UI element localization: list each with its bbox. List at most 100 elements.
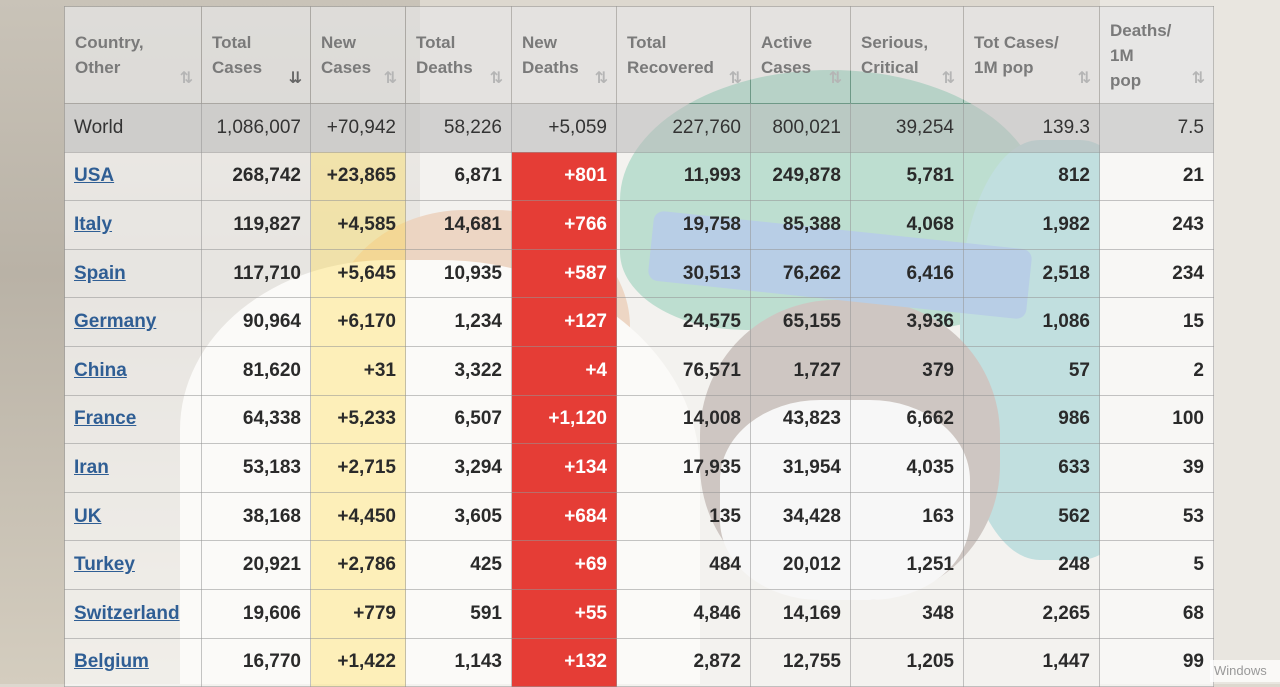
table-header-row: Country, Other ⇅ Total Cases ⇊ New Cases ⇅ Tot… (64, 6, 1214, 104)
cases-per-1m-cell: 812 (963, 151, 1100, 202)
country-link[interactable]: China (74, 359, 127, 381)
deaths-per-1m-cell: 2 (1099, 345, 1214, 396)
country-cell: Spain (64, 248, 202, 299)
country-link[interactable]: UK (74, 505, 102, 527)
col-header-total-cases[interactable]: Total Cases ⇊ (201, 6, 311, 104)
col-header-total-deaths[interactable]: Total Deaths ⇅ (405, 6, 512, 104)
total-deaths-cell: 6,507 (405, 394, 512, 445)
total-cases-cell: 90,964 (201, 297, 311, 347)
country-cell: Switzerland (64, 588, 202, 639)
country-cell: Germany (64, 297, 202, 347)
active-cases-cell: 249,878 (750, 151, 851, 202)
sort-icon[interactable]: ⇅ (489, 70, 503, 87)
new-deaths-cell: +801 (511, 151, 617, 202)
active-cases-cell: 34,428 (750, 491, 851, 542)
active-cases-cell: 1,727 (750, 345, 851, 396)
cases-per-1m-cell: 562 (963, 491, 1100, 542)
deaths-per-1m-cell: 243 (1099, 200, 1214, 250)
sort-icon[interactable]: ⇅ (383, 70, 397, 87)
cases-per-1m-cell: 2,518 (963, 248, 1100, 299)
table-row: USA 268,742 +23,865 6,871 +801 11,993 249,878 5… (64, 151, 1214, 202)
new-deaths-cell: +5,059 (511, 103, 617, 153)
country-link[interactable]: Switzerland (74, 602, 180, 624)
table-row: Iran 53,183 +2,715 3,294 +134 17,935 31,954 4,0… (64, 443, 1214, 493)
cases-per-1m-cell: 2,265 (963, 588, 1100, 639)
sort-icon[interactable]: ⇅ (728, 70, 742, 87)
col-header-country[interactable]: Country, Other ⇅ (64, 6, 202, 104)
serious-critical-cell: 6,662 (850, 394, 964, 445)
sort-icon[interactable]: ⇅ (179, 70, 193, 87)
total-cases-cell: 19,606 (201, 588, 311, 639)
total-deaths-cell: 1,143 (405, 637, 512, 687)
col-header-new-deaths[interactable]: New Deaths ⇅ (511, 6, 617, 104)
total-deaths-cell: 10,935 (405, 248, 512, 299)
serious-critical-cell: 348 (850, 588, 964, 639)
country-cell: USA (64, 151, 202, 202)
total-cases-cell: 1,086,007 (201, 103, 311, 153)
serious-critical-cell: 39,254 (850, 103, 964, 153)
table-row: France 64,338 +5,233 6,507 +1,120 14,008 43,82… (64, 394, 1214, 445)
total-deaths-cell: 1,234 (405, 297, 512, 347)
deaths-per-1m-cell: 15 (1099, 297, 1214, 347)
new-deaths-cell: +69 (511, 540, 617, 590)
deaths-per-1m-cell: 100 (1099, 394, 1214, 445)
new-cases-cell: +4,450 (310, 491, 406, 542)
active-cases-cell: 76,262 (750, 248, 851, 299)
serious-critical-cell: 4,068 (850, 200, 964, 250)
col-header-active-cases[interactable]: Active Cases ⇅ (750, 6, 851, 104)
sort-icon[interactable]: ⇅ (594, 70, 608, 87)
sort-icon[interactable]: ⇅ (1191, 70, 1205, 87)
deaths-per-1m-cell: 39 (1099, 443, 1214, 493)
col-header-cases-per-1m[interactable]: Tot Cases/1M pop ⇅ (963, 6, 1100, 104)
cases-per-1m-cell: 633 (963, 443, 1100, 493)
total-cases-cell: 64,338 (201, 394, 311, 445)
country-link[interactable]: Belgium (74, 651, 149, 673)
country-link[interactable]: Germany (74, 311, 157, 333)
col-header-deaths-per-1m[interactable]: Deaths/1M pop ⇅ (1099, 6, 1214, 104)
country-link[interactable]: Iran (74, 456, 109, 478)
cases-per-1m-cell: 1,086 (963, 297, 1100, 347)
covid-stats-table: Country, Other ⇅ Total Cases ⇊ New Cases ⇅ Tot… (64, 6, 1214, 687)
country-cell: China (64, 345, 202, 396)
new-cases-cell: +6,170 (310, 297, 406, 347)
country-link[interactable]: Italy (74, 213, 113, 235)
new-cases-cell: +31 (310, 345, 406, 396)
total-cases-cell: 16,770 (201, 637, 311, 687)
new-cases-cell: +4,585 (310, 200, 406, 250)
country-cell: Turkey (64, 540, 202, 590)
total-cases-cell: 268,742 (201, 151, 311, 202)
col-header-total-recovered[interactable]: Total Recovered ⇅ (616, 6, 751, 104)
new-deaths-cell: +4 (511, 345, 617, 396)
country-link[interactable]: Turkey (74, 554, 135, 576)
table-row: Belgium 16,770 +1,422 1,143 +132 2,872 12,755 1… (64, 637, 1214, 687)
country-link[interactable]: France (74, 408, 137, 430)
table-row: China 81,620 +31 3,322 +4 76,571 1,727 379 57 2 (64, 345, 1214, 396)
country-cell: UK (64, 491, 202, 542)
total-cases-cell: 81,620 (201, 345, 311, 396)
active-cases-cell: 12,755 (750, 637, 851, 687)
new-cases-cell: +1,422 (310, 637, 406, 687)
sort-icon[interactable]: ⇅ (941, 70, 955, 87)
serious-critical-cell: 1,251 (850, 540, 964, 590)
total-recovered-cell: 14,008 (616, 394, 751, 445)
country-link[interactable]: Spain (74, 262, 126, 284)
new-deaths-cell: +684 (511, 491, 617, 542)
sort-icon[interactable]: ⇅ (1077, 70, 1091, 87)
country-link[interactable]: USA (74, 165, 115, 187)
total-deaths-cell: 425 (405, 540, 512, 590)
new-cases-cell: +2,715 (310, 443, 406, 493)
deaths-per-1m-cell: 53 (1099, 491, 1214, 542)
cases-per-1m-cell: 139.3 (963, 103, 1100, 153)
col-header-serious-critical[interactable]: Serious, Critical ⇅ (850, 6, 964, 104)
serious-critical-cell: 379 (850, 345, 964, 396)
total-recovered-cell: 227,760 (616, 103, 751, 153)
serious-critical-cell: 5,781 (850, 151, 964, 202)
sort-icon[interactable]: ⇅ (828, 70, 842, 87)
col-header-new-cases[interactable]: New Cases ⇅ (310, 6, 406, 104)
sort-desc-icon[interactable]: ⇊ (288, 70, 302, 87)
table-row: Switzerland 19,606 +779 591 +55 4,846 14,169 34… (64, 588, 1214, 639)
new-deaths-cell: +134 (511, 443, 617, 493)
country-cell: Iran (64, 443, 202, 493)
total-recovered-cell: 17,935 (616, 443, 751, 493)
cases-per-1m-cell: 986 (963, 394, 1100, 445)
